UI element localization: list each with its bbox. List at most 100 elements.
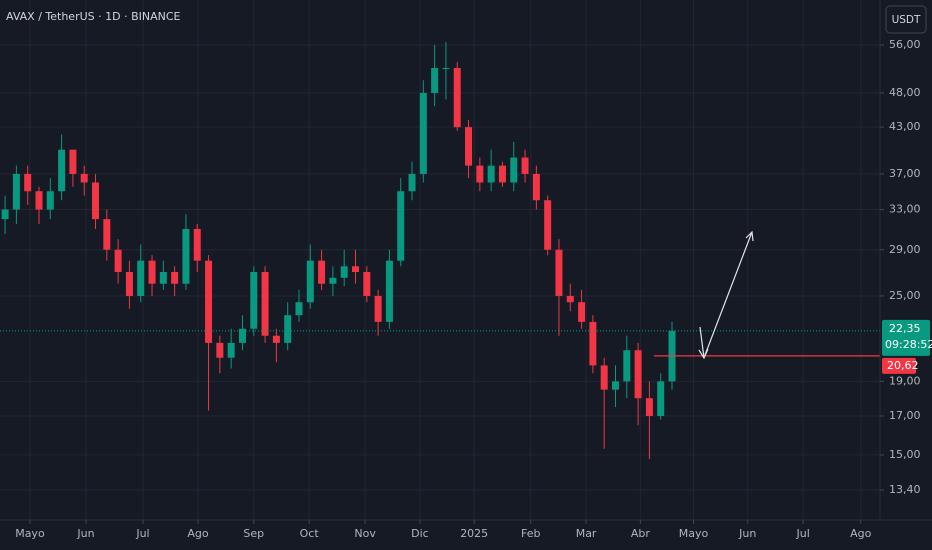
candle-body: [397, 191, 405, 261]
level-tag: [882, 357, 916, 374]
y-tick-label: 43,00: [889, 120, 921, 133]
candle-body: [645, 398, 653, 416]
candle-body: [363, 271, 371, 296]
candle-body: [600, 365, 608, 390]
candle-body: [442, 68, 450, 70]
y-tick-label: 25,00: [889, 289, 921, 302]
x-tick-label: Jun: [738, 527, 756, 540]
candle-body: [589, 321, 597, 366]
candle-body: [487, 165, 495, 183]
y-tick-label: 37,00: [889, 167, 921, 180]
x-tick-label: 2025: [460, 527, 488, 540]
y-tick-label: 13,40: [889, 483, 921, 496]
candle-body: [611, 381, 619, 390]
y-tick-label: 29,00: [889, 243, 921, 256]
candle-body: [24, 173, 32, 192]
candle-body: [92, 182, 100, 220]
candle-body: [80, 173, 88, 183]
countdown-label: 09:28:52: [885, 338, 932, 351]
x-tick-label: Mar: [576, 527, 597, 540]
candle-body: [205, 260, 213, 343]
candle-body: [69, 149, 77, 174]
drawing-arrows: [698, 230, 754, 360]
price-tags: 22,35 09:28:52 20,62: [882, 319, 932, 374]
candle-body: [544, 200, 552, 250]
candle-body: [103, 219, 111, 250]
y-tick-label: 19,00: [889, 374, 921, 387]
candle-body: [306, 260, 314, 303]
y-tick-label: 33,00: [889, 203, 921, 216]
candle-body: [419, 92, 427, 174]
candle-body: [566, 295, 574, 303]
x-tick-label: Mayo: [679, 527, 709, 540]
candles: [1, 42, 676, 460]
arrow-up-head: [745, 230, 754, 242]
x-tick-label: Mayo: [15, 527, 45, 540]
arrow-up: [704, 231, 753, 356]
candle-body: [250, 271, 258, 329]
candle-body: [35, 191, 43, 210]
y-tick-label: 48,00: [889, 86, 921, 99]
candle-body: [137, 260, 145, 296]
candle-body: [261, 271, 269, 336]
candle-body: [216, 342, 224, 358]
candle-body: [1, 209, 9, 220]
arrow-down: [699, 326, 705, 359]
axes: 56,00 48,00 43,00 37,00 33,00 29,00 25,00 19,00…: [15, 38, 920, 540]
y-tick-label: 56,00: [889, 38, 921, 51]
candle-body: [521, 157, 529, 174]
overlay: [0, 330, 880, 357]
candle-body: [12, 173, 20, 210]
level-label: 20,62: [887, 359, 919, 372]
y-tick-label: 17,00: [889, 409, 921, 422]
x-tick-label: Jul: [135, 527, 149, 540]
candle-body: [532, 173, 540, 201]
candle-body: [555, 249, 563, 296]
candle-body: [476, 165, 484, 183]
candle-body: [385, 260, 393, 322]
candle-body: [295, 302, 303, 316]
last-price-label: 22,35: [889, 322, 921, 335]
last-price-tag: [882, 319, 930, 356]
candle-body: [510, 157, 518, 183]
candle-body: [238, 328, 246, 343]
x-tick-label: Feb: [521, 527, 540, 540]
candle-body: [227, 342, 235, 358]
candle-body: [182, 228, 190, 284]
currency-button-label[interactable]: USDT: [892, 14, 921, 26]
symbol-title: AVAX / TetherUS · 1D · BINANCE: [6, 10, 181, 23]
candle-body: [193, 228, 201, 261]
x-tick-label: Jun: [76, 527, 94, 540]
x-tick-label: Ago: [187, 527, 209, 540]
candle-body: [623, 350, 631, 382]
candle-body: [329, 277, 337, 284]
candle-body: [272, 335, 280, 343]
candle-body: [171, 271, 179, 284]
y-tick-label: 15,00: [889, 448, 921, 461]
candle-body: [578, 302, 586, 322]
candle-body: [453, 68, 461, 128]
candle-body: [374, 295, 382, 322]
x-tick-label: Jul: [795, 527, 809, 540]
currency-button[interactable]: USDT: [885, 5, 927, 34]
candle-body: [340, 266, 348, 278]
candle-body: [408, 173, 416, 192]
candle-body: [46, 191, 54, 210]
candle-body: [352, 266, 360, 272]
x-tick-label: Nov: [354, 527, 376, 540]
currency-button-box[interactable]: [885, 5, 927, 34]
x-tick-label: Abr: [631, 527, 651, 540]
candle-body: [431, 68, 439, 93]
x-tick-label: Sep: [243, 527, 264, 540]
candle-body: [465, 127, 473, 166]
candle-body: [318, 260, 326, 284]
candle-body: [58, 149, 66, 192]
candle-body: [634, 350, 642, 399]
x-tick-label: Ago: [850, 527, 872, 540]
x-tick-label: Oct: [300, 527, 320, 540]
candle-body: [657, 381, 665, 416]
candle-body: [498, 165, 506, 183]
candle-body: [284, 315, 292, 343]
candle-body: [148, 260, 156, 284]
